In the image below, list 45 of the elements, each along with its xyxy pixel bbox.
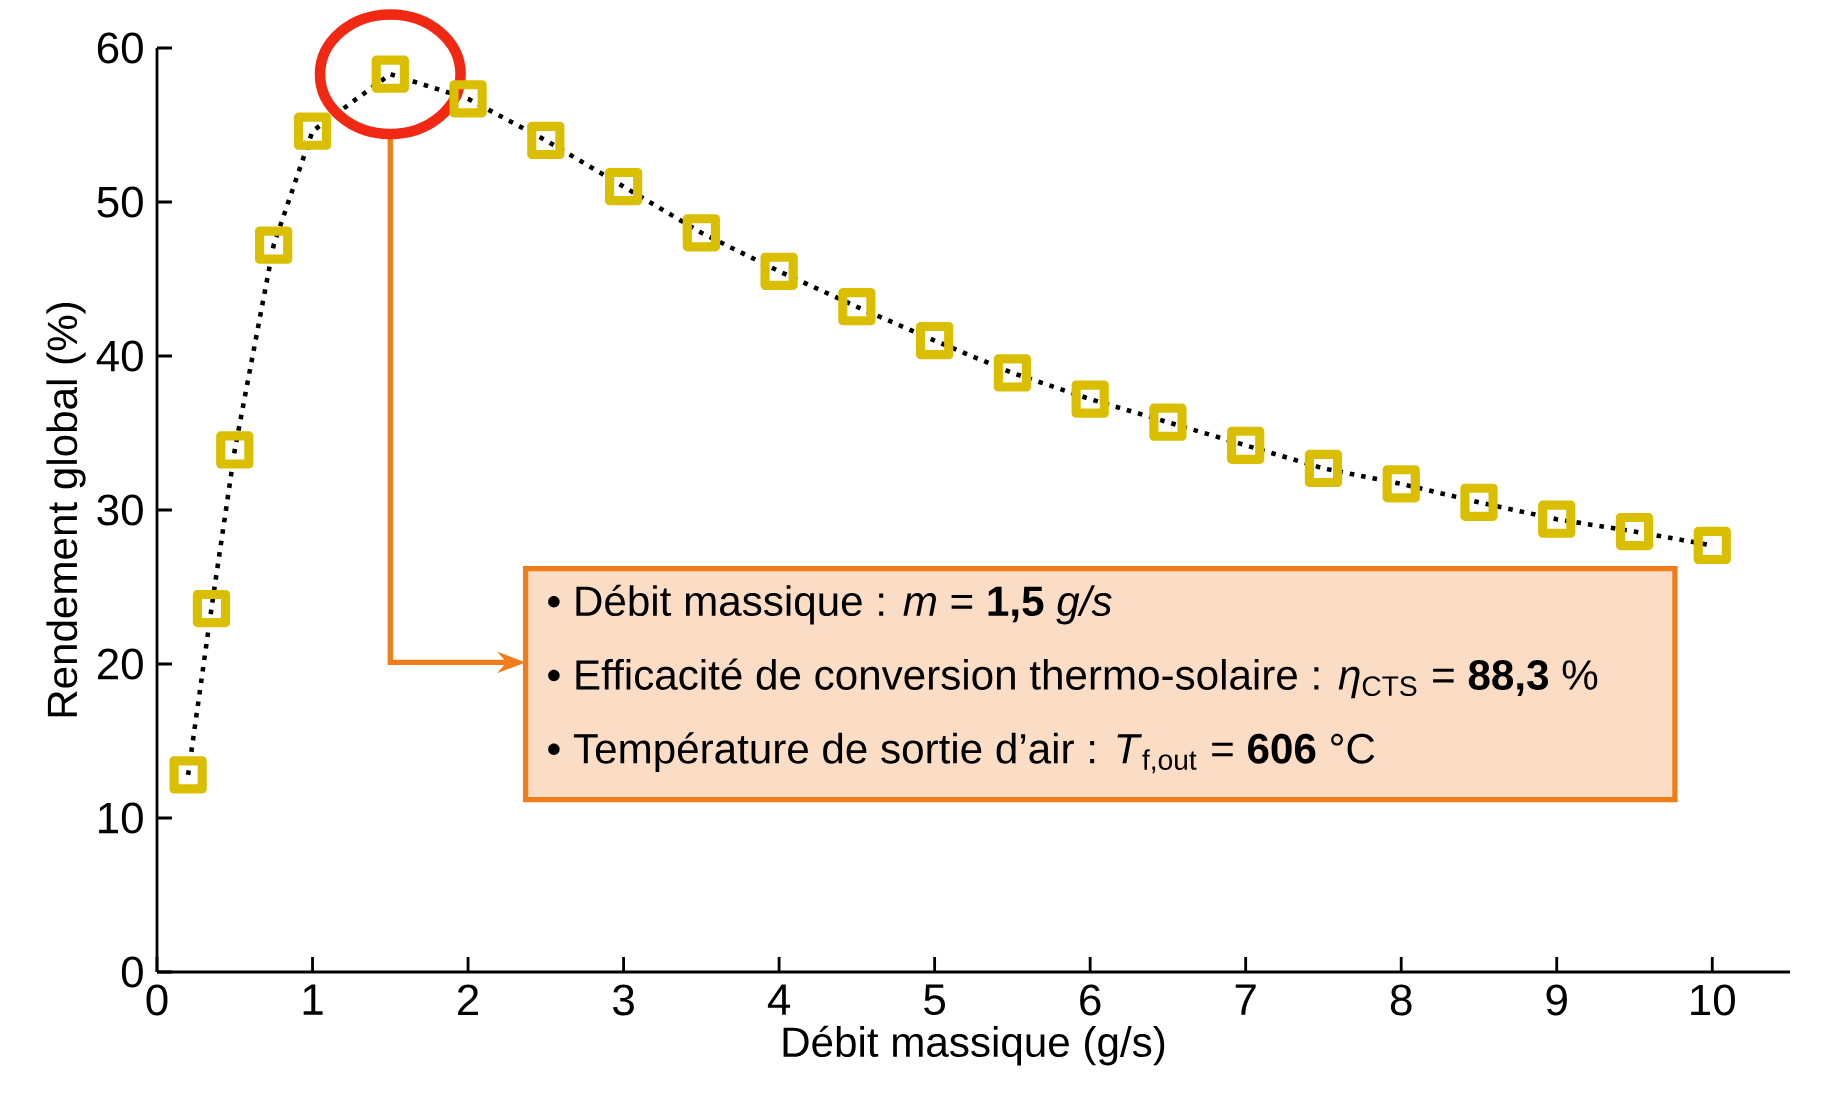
- point: [192, 589, 231, 628]
- point: [1693, 526, 1731, 565]
- annotation: • Température de sortie d’air : T$_{f,out}$ = 606 °C: [548, 732, 1375, 774]
- point: [1149, 403, 1187, 441]
- point: [604, 167, 643, 206]
- y-tick-label: 50: [97, 186, 143, 218]
- x-tick-label: 9: [1546, 984, 1567, 1016]
- x-tick-label: 0: [146, 984, 168, 1016]
- x-axis-title: Débit massique (g/s): [783, 1025, 1165, 1066]
- point: [1071, 380, 1109, 418]
- y-tick-label: 30: [97, 494, 143, 526]
- y-tick-label: 60: [97, 32, 143, 64]
- point: [449, 80, 487, 118]
- point: [838, 288, 876, 326]
- x-tick-label: 1: [303, 984, 323, 1015]
- y-axis-title: Rendement global (%): [46, 302, 86, 717]
- annotation: • Débit massique : m = 1,5 g/s: [548, 584, 1112, 625]
- point: [1538, 500, 1576, 538]
- point: [682, 214, 720, 252]
- point: [1227, 426, 1265, 464]
- point: [293, 112, 332, 150]
- y-tick-label: 10: [99, 802, 143, 834]
- x-tick-label: 7: [1235, 984, 1256, 1015]
- point: [916, 321, 954, 360]
- x-tick-label: 10: [1691, 984, 1735, 1016]
- point: [216, 431, 254, 469]
- y-tick-label: 20: [97, 648, 143, 680]
- y-tick-label: 40: [96, 340, 143, 372]
- point: [1460, 483, 1498, 521]
- y-tick-label: 0: [121, 956, 143, 988]
- x-tick-label: 5: [924, 984, 946, 1016]
- point: [1382, 465, 1420, 503]
- x-tick-label: 4: [767, 984, 791, 1015]
- point: [1304, 449, 1343, 488]
- x-tick-label: 3: [613, 984, 634, 1016]
- point: [1615, 512, 1654, 551]
- point: [993, 354, 1032, 392]
- point: [760, 252, 798, 290]
- point: [527, 121, 565, 160]
- point: [255, 226, 293, 264]
- x-tick-label: 6: [1080, 984, 1101, 1016]
- point: [169, 756, 207, 794]
- x-tick-label: 8: [1390, 984, 1412, 1016]
- annotation: • Efficacité de conversion thermo-solaire : η$_{CTS}$ = 88,3 %: [548, 658, 1598, 699]
- x-tick-label: 2: [458, 984, 479, 1016]
